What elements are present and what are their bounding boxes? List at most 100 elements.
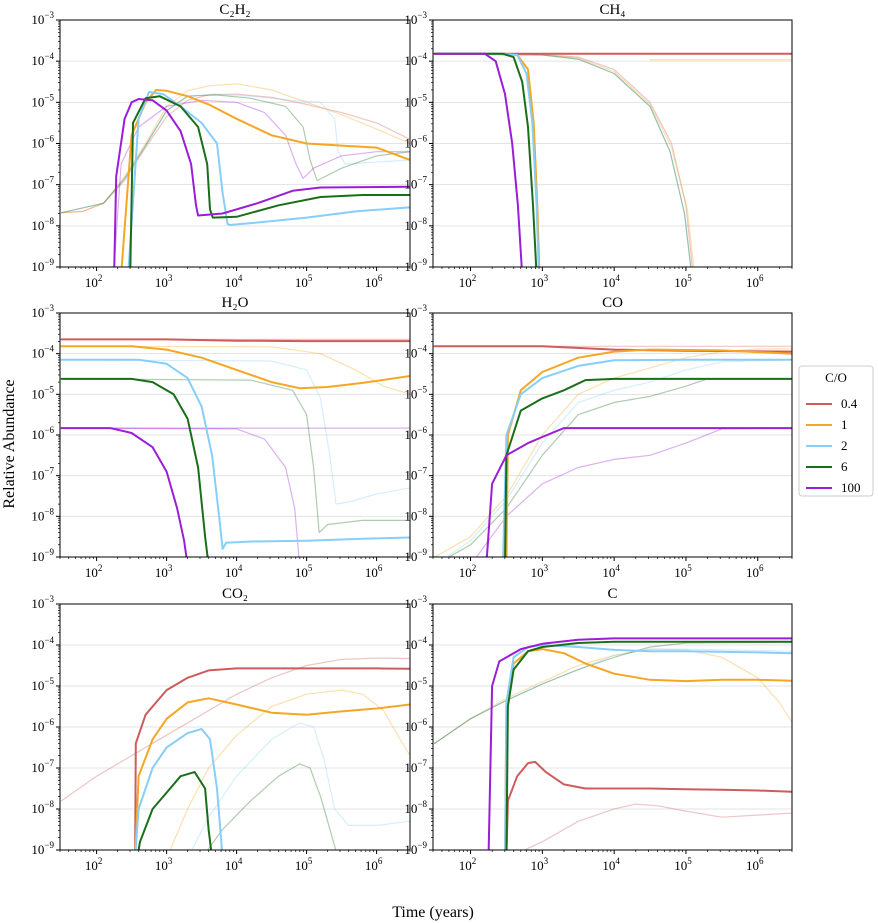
series-line-100	[60, 427, 188, 557]
series-line-6-faint	[206, 763, 337, 850]
series-group	[60, 338, 410, 557]
x-tick-label: 105	[295, 273, 313, 290]
x-tick-label: 103	[155, 563, 173, 580]
panel: 10−9 10−8 10−7 10−6 10−5 10−4 10−3 102 103 104 105…	[404, 586, 793, 873]
y-tick-label: 10−7	[404, 175, 427, 192]
y-tick-label: 10−9	[31, 257, 54, 274]
y-tick-label: 10−6	[404, 425, 427, 442]
legend-label: 2	[841, 438, 848, 453]
series-line-6	[129, 95, 410, 267]
x-tick-label: 103	[531, 563, 549, 580]
legend-label: 0.4	[841, 396, 858, 411]
series-line-1-faint	[61, 83, 410, 214]
series-line-100	[485, 427, 792, 557]
x-tick-label: 103	[155, 856, 173, 873]
y-tick-label: 10−6	[31, 717, 54, 734]
x-tick-label: 106	[746, 273, 764, 290]
y-tick-label: 10−4	[404, 635, 427, 652]
series-line-100-faint	[61, 427, 300, 557]
y-tick-label: 10−3	[404, 303, 427, 320]
series-line-1	[60, 345, 410, 390]
x-tick-label: 104	[225, 273, 243, 290]
panel-title: CO	[602, 295, 623, 311]
series-line-2-faint	[445, 359, 792, 557]
series-line-6-faint	[434, 53, 692, 267]
y-tick-label: 10−6	[31, 134, 54, 151]
series-line-0-4	[505, 760, 792, 850]
series-line-1	[504, 648, 792, 850]
x-tick-label: 105	[674, 563, 692, 580]
series-line-2	[502, 358, 792, 557]
y-tick-label: 10−3	[31, 303, 54, 320]
legend-item: 2	[806, 438, 848, 453]
series-line-6	[433, 52, 538, 267]
y-tick-label: 10−7	[31, 758, 54, 775]
y-tick-label: 10−5	[404, 676, 427, 693]
y-tick-label: 10−4	[31, 635, 54, 652]
series-line-2-faint	[191, 722, 410, 850]
chart-panels: 10−9 10−8 10−7 10−6 10−5 10−4 10−3 102 103 104 105…	[31, 2, 793, 873]
y-tick-label: 10−9	[31, 840, 54, 857]
panel: 10−9 10−8 10−7 10−6 10−5 10−4 10−3 102 103 104 105…	[404, 2, 793, 290]
series-line-1-faint	[61, 345, 410, 395]
series-line-6	[505, 640, 792, 850]
series-line-100	[113, 98, 410, 267]
x-tick-label: 104	[225, 856, 243, 873]
series-line-1-faint	[434, 648, 792, 744]
x-tick-label: 104	[602, 273, 620, 290]
x-tick-label: 105	[295, 563, 313, 580]
y-tick-label: 10−4	[31, 344, 54, 361]
series-line-2	[127, 91, 410, 267]
series-group	[61, 657, 410, 850]
legend-item: 6	[806, 459, 848, 474]
x-tick-label: 103	[531, 856, 549, 873]
series-line-2	[504, 644, 792, 850]
x-tick-label: 104	[602, 563, 620, 580]
y-tick-label: 10−4	[31, 51, 54, 68]
series-line-0-4	[60, 338, 410, 343]
series-group	[433, 52, 792, 267]
series-line-2	[134, 728, 223, 850]
series-line-0-4-faint	[61, 93, 410, 214]
legend-item: 0.4	[806, 396, 858, 411]
series-line-6	[137, 771, 213, 850]
series-line-100	[487, 637, 792, 850]
series-line-2	[60, 358, 410, 550]
x-tick-label: 106	[365, 563, 383, 580]
y-axis-label: Relative Abundance	[1, 379, 18, 508]
series-line-6	[60, 377, 209, 557]
y-tick-label: 10−4	[404, 51, 427, 68]
panel-title: CO₂	[222, 586, 248, 602]
legend-item: 1	[806, 417, 848, 432]
legend-title: C/O	[825, 370, 847, 385]
series-line-2-faint	[61, 359, 410, 505]
x-tick-label: 102	[85, 563, 103, 580]
y-tick-label: 10−3	[31, 594, 54, 611]
y-tick-label: 10−9	[31, 547, 54, 564]
x-tick-label: 105	[674, 856, 692, 873]
y-tick-label: 10−6	[31, 425, 54, 442]
x-tick-label: 102	[85, 856, 103, 873]
y-tick-label: 10−6	[404, 134, 427, 151]
series-line-6-faint	[434, 641, 792, 744]
legend-item: 100	[806, 480, 861, 495]
series-line-2-faint	[434, 648, 792, 744]
y-tick-label: 10−8	[31, 799, 54, 816]
series-line-100-faint	[475, 427, 792, 557]
x-tick-label: 106	[365, 273, 383, 290]
panel: 10−9 10−8 10−7 10−6 10−5 10−4 10−3 102 103 104 105…	[31, 2, 411, 290]
y-tick-label: 10−9	[404, 257, 427, 274]
series-line-2-faint	[434, 53, 692, 267]
panel: 10−9 10−8 10−7 10−6 10−5 10−4 10−3 102 103 104 105…	[31, 586, 411, 873]
panel-title: C₂H₂	[219, 2, 250, 18]
x-tick-label: 103	[531, 273, 549, 290]
y-tick-label: 10−8	[31, 506, 54, 523]
series-line-1-faint	[434, 53, 695, 267]
x-tick-label: 104	[602, 856, 620, 873]
y-tick-label: 10−7	[404, 758, 427, 775]
y-tick-label: 10−3	[404, 10, 427, 27]
x-tick-label: 106	[746, 856, 764, 873]
y-tick-label: 10−8	[404, 216, 427, 233]
x-tick-label: 102	[85, 273, 103, 290]
